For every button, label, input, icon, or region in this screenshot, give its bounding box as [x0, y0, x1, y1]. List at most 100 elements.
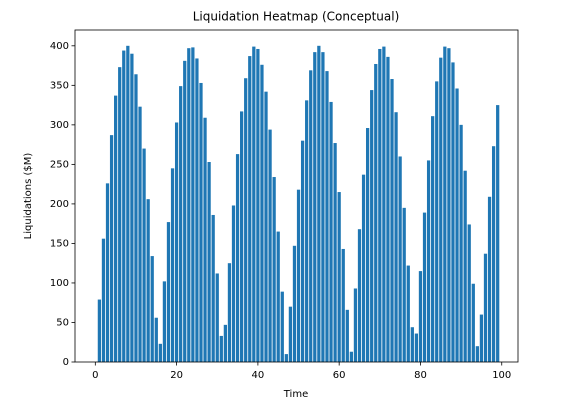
bar	[130, 53, 134, 362]
bar	[374, 63, 378, 362]
bar	[455, 88, 459, 362]
bar	[406, 265, 410, 362]
bar	[272, 177, 276, 362]
bar	[414, 333, 419, 362]
bar	[386, 56, 390, 362]
bar	[142, 148, 146, 362]
bar	[435, 81, 439, 362]
bar	[183, 60, 187, 362]
bar	[179, 86, 183, 362]
x-tick-label: 40	[252, 370, 265, 381]
bar	[256, 48, 260, 362]
bar	[487, 196, 492, 362]
bar	[398, 156, 402, 362]
bar	[296, 189, 301, 362]
bar	[203, 117, 207, 362]
bar	[211, 214, 215, 362]
bar	[244, 78, 248, 362]
bar	[195, 58, 199, 362]
bar	[248, 56, 252, 362]
bar	[146, 199, 150, 362]
bar	[394, 112, 398, 362]
bar	[447, 48, 451, 362]
y-tick-label: 400	[50, 41, 69, 52]
bar	[114, 95, 118, 362]
bar	[138, 106, 142, 362]
bar	[471, 283, 475, 362]
bar	[443, 46, 447, 362]
bar	[370, 90, 374, 363]
bar	[309, 70, 313, 363]
bar	[162, 281, 167, 362]
bar	[382, 46, 386, 362]
bar	[329, 101, 333, 362]
bar	[345, 309, 349, 362]
x-tick-label: 80	[414, 370, 427, 381]
bar	[118, 67, 122, 363]
bar	[496, 105, 500, 362]
bar	[122, 50, 126, 363]
bar	[191, 47, 195, 363]
bar	[252, 46, 256, 362]
bar	[158, 343, 162, 362]
bar	[235, 154, 240, 362]
bar	[187, 48, 191, 362]
bar	[475, 346, 479, 362]
bar	[463, 170, 467, 362]
bar	[431, 116, 435, 363]
bar	[199, 82, 203, 362]
bar	[292, 245, 297, 362]
bar	[109, 135, 114, 362]
bar	[439, 57, 443, 363]
bar	[227, 263, 232, 362]
bar	[268, 129, 272, 362]
bar	[378, 48, 382, 362]
bar	[260, 64, 264, 363]
y-tick-label: 300	[50, 120, 69, 131]
bar	[422, 212, 427, 362]
bar	[313, 52, 317, 363]
y-tick-label: 0	[63, 357, 69, 368]
plot-frame	[74, 29, 519, 363]
y-tick-label: 350	[50, 80, 69, 91]
bar	[223, 324, 228, 362]
bar	[231, 205, 236, 362]
bar	[410, 327, 414, 362]
bar	[150, 256, 154, 362]
bar	[300, 140, 305, 362]
x-axis-label: Time	[283, 389, 308, 400]
bar	[353, 288, 358, 362]
bar	[215, 273, 219, 362]
bar	[479, 314, 484, 362]
bar	[341, 248, 345, 362]
y-tick-label: 250	[50, 159, 69, 170]
bar	[170, 168, 175, 362]
bar	[134, 74, 138, 363]
bar	[491, 146, 496, 362]
x-tick-label: 20	[170, 370, 183, 381]
bar	[365, 128, 370, 362]
bar	[280, 291, 284, 362]
bar	[317, 45, 321, 363]
bar	[288, 306, 293, 362]
bar	[219, 335, 223, 362]
bar	[361, 174, 366, 362]
x-tick-label: 100	[492, 370, 511, 381]
bar	[166, 222, 171, 362]
bar	[284, 354, 288, 362]
bar	[276, 231, 280, 362]
y-tick-label: 100	[50, 278, 69, 289]
y-tick-label: 50	[56, 317, 69, 328]
bar	[459, 124, 463, 362]
bar	[333, 143, 337, 362]
bar	[105, 183, 110, 362]
bar	[207, 162, 211, 362]
x-tick-label: 0	[92, 370, 98, 381]
bar	[174, 122, 179, 362]
bar	[349, 351, 353, 362]
bar	[337, 192, 341, 362]
y-tick-label: 200	[50, 199, 69, 210]
y-tick-label: 150	[50, 238, 69, 249]
bar	[402, 207, 406, 362]
